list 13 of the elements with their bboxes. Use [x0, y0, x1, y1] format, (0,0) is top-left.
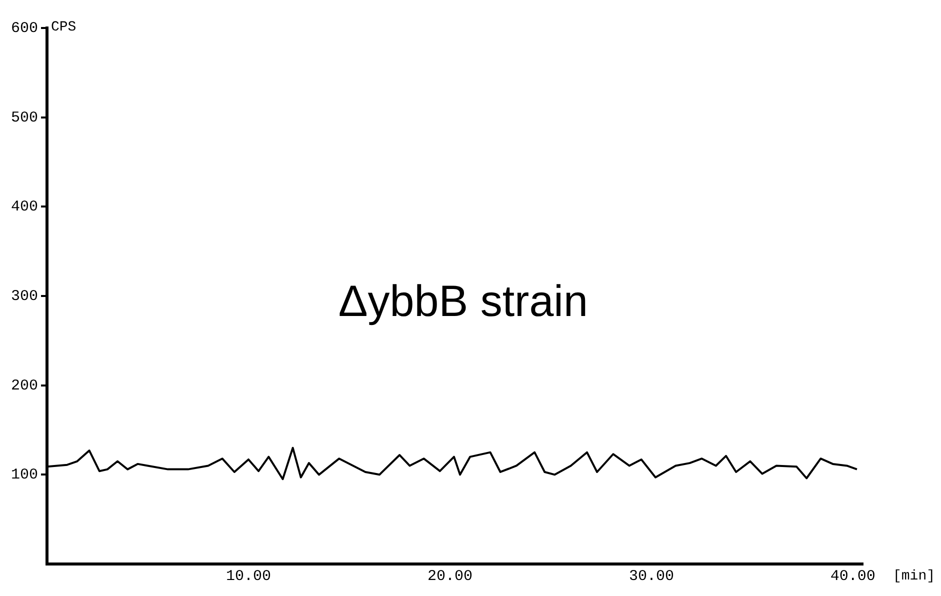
- x-tick-label: 10.00: [226, 568, 271, 585]
- y-axis-title: CPS: [51, 20, 76, 36]
- y-tick-label: 100: [10, 466, 38, 484]
- y-tick-label: 600: [10, 20, 38, 37]
- x-tick-label: 20.00: [427, 568, 472, 585]
- y-tick-label: 400: [10, 198, 38, 216]
- x-tick-label: 40.00: [830, 568, 876, 585]
- y-tick-label: 200: [10, 377, 38, 394]
- y-tick-label: 500: [10, 109, 38, 126]
- annotation: ΔybbB strain: [338, 277, 588, 326]
- x-axis-title: [min]: [893, 568, 936, 585]
- y-tick-label: 300: [10, 288, 38, 305]
- x-tick-label: 30.00: [628, 568, 674, 585]
